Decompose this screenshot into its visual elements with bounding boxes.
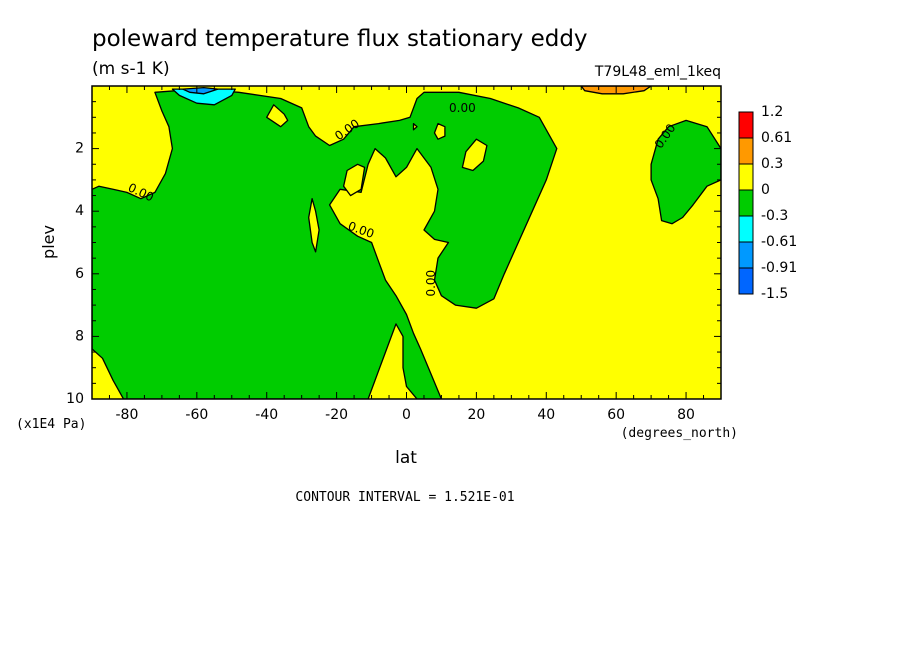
x-tick-label: 40	[537, 407, 555, 423]
colorbar-label-2: 0.3	[761, 156, 783, 172]
chart-title: poleward temperature flux stationary edd…	[92, 26, 588, 52]
colorbar-label-0: 1.2	[761, 104, 783, 120]
y-tick-label: 6	[75, 266, 84, 282]
contour-region-0	[92, 88, 558, 399]
y-tick-label: 4	[75, 203, 84, 219]
colorbar-swatch-0	[738, 111, 754, 139]
colorbar-label-7: -1.5	[761, 286, 788, 302]
x-tick-label: 80	[677, 407, 695, 423]
contour-region-3	[342, 163, 366, 197]
plot-area: 0.000.00 0.000.000.000.00 -80 -60 -40 -20 0 20…	[66, 85, 722, 423]
x-tick-label: 20	[467, 407, 485, 423]
contour-region-6	[433, 122, 446, 140]
colorbar-label-4: -0.3	[761, 208, 788, 224]
colorbar-label-1: 0.61	[761, 130, 792, 146]
contour-region-5	[461, 138, 488, 172]
chart-units: (m s-1 K)	[92, 59, 170, 79]
contour-region-2	[266, 104, 289, 128]
contour-region-7	[412, 122, 418, 131]
x-tick-label: -60	[185, 407, 208, 423]
x-tick-label: 60	[607, 407, 625, 423]
y-tick-label: 8	[75, 328, 84, 344]
y-tick-label: 2	[75, 141, 84, 157]
contour-label-5: 0.00	[424, 270, 438, 297]
contour-label-0: 0.00	[449, 101, 476, 115]
y-tick-label: 10	[66, 391, 84, 407]
chart-subtitle: T79L48_eml_1keq	[594, 64, 721, 80]
colorbar-swatch-4	[738, 215, 754, 243]
x-axis-units: (degrees_north)	[621, 426, 738, 441]
x-tick-label: -80	[116, 407, 139, 423]
contour-interval-text: CONTOUR INTERVAL = 1.521E-01	[295, 490, 514, 505]
colorbar-swatch-5	[738, 241, 754, 269]
colorbar-label-5: -0.61	[761, 234, 797, 250]
x-tick-label: -40	[255, 407, 278, 423]
colorbar-swatch-1	[738, 137, 754, 165]
colorbar-swatch-2	[738, 163, 754, 191]
contour-region-4	[308, 198, 320, 253]
x-tick-label: 0	[402, 407, 411, 423]
colorbar-swatch-3	[738, 189, 754, 217]
x-tick-label: -20	[325, 407, 348, 423]
colorbar-swatch-6	[738, 267, 754, 295]
x-axis-label: lat	[395, 448, 417, 468]
colorbar-label-3: 0	[761, 182, 770, 198]
colorbar: 1.2 0.61 0.3 0 -0.3 -0.61 -0.91 -1.5	[738, 104, 797, 302]
contour-region-9	[182, 86, 219, 95]
contour-region-1	[650, 119, 721, 225]
y-axis-units: (x1E4 Pa)	[16, 417, 86, 432]
colorbar-label-6: -0.91	[761, 260, 797, 276]
y-axis-label: plev	[39, 225, 58, 259]
